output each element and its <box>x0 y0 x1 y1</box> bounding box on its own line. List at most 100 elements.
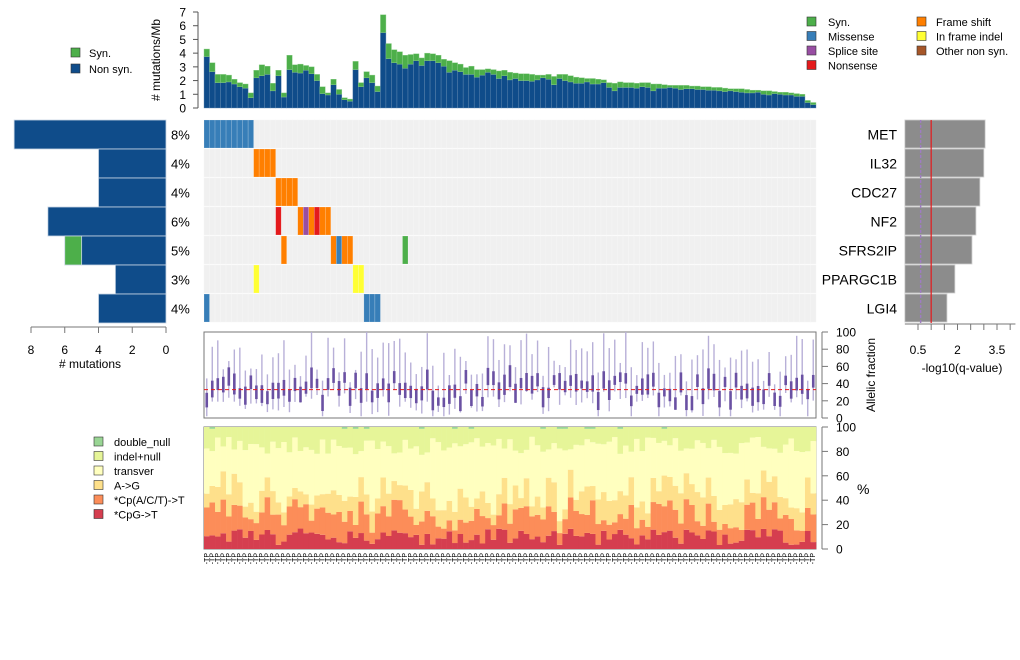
spectrum-segment <box>385 516 392 537</box>
spectrum-segment <box>661 440 668 476</box>
oncoprint-cell <box>440 148 447 178</box>
spectrum-segment <box>567 497 574 529</box>
oncoprint-cell <box>611 264 618 294</box>
oncoprint-cell <box>396 148 403 178</box>
spectrum-segment <box>308 532 315 549</box>
oncoprint-cell <box>214 148 221 178</box>
bar-nonsyn <box>606 87 613 109</box>
oncoprint-cell <box>562 264 569 294</box>
oncoprint-cell <box>330 148 337 178</box>
oncoprint-cell <box>203 235 210 265</box>
spectrum-segment <box>231 504 238 531</box>
spectrum-segment <box>810 427 817 442</box>
bar-syn <box>418 57 425 66</box>
oncoprint-cell <box>551 119 558 149</box>
oncoprint-cell <box>661 148 668 178</box>
sample-label: -TP <box>595 553 602 565</box>
spectrum-segment <box>628 427 635 452</box>
oncoprint-cell <box>788 264 795 294</box>
spectrum-segment <box>474 534 480 549</box>
bar-nonsyn <box>225 81 232 109</box>
oncoprint-cell <box>341 206 348 236</box>
oncoprint-cell <box>600 177 607 207</box>
spectrum-segment <box>551 443 558 483</box>
sample-label: -TP <box>336 553 343 565</box>
spectrum-segment <box>678 427 684 451</box>
spectrum-segment <box>319 507 326 535</box>
bar-syn <box>319 86 326 94</box>
oncoprint-cell <box>286 293 293 323</box>
spectrum-segment <box>253 523 260 540</box>
legend-swatch-syn <box>70 47 81 58</box>
spectrum-segment <box>286 427 293 453</box>
spectrum-segment <box>634 544 640 549</box>
spectrum-segment <box>683 529 690 549</box>
oncoprint-cell <box>622 235 629 265</box>
oncoprint-cell <box>551 264 558 294</box>
oncoprint-cell <box>385 119 392 149</box>
spectrum-segment <box>308 520 315 533</box>
oncoprint-cell <box>540 206 547 236</box>
oncoprint-cell <box>352 206 359 236</box>
qvalue-bar <box>904 235 973 265</box>
spectrum-segment <box>391 481 398 500</box>
oncoprint-cell <box>446 206 453 236</box>
af-box <box>271 382 275 399</box>
oncoprint-cell <box>666 293 673 323</box>
spectrum-segment <box>391 499 398 531</box>
mutation-cell-frameshift <box>253 148 260 178</box>
oncoprint-cell <box>628 235 635 265</box>
spectrum-segment <box>446 500 453 521</box>
af-box <box>387 383 391 403</box>
sample-label: -TP <box>540 553 547 565</box>
oncoprint-cell <box>297 148 304 178</box>
oncoprint-cell <box>722 235 728 265</box>
oncoprint-cell <box>540 264 547 294</box>
oncoprint-cell <box>336 148 343 178</box>
spectrum-segment <box>396 452 403 486</box>
spectrum-segment <box>512 509 519 539</box>
oncoprint-cell <box>694 119 701 149</box>
af-box <box>497 382 501 400</box>
oncoprint-cell <box>567 293 574 323</box>
oncoprint-cell <box>661 206 668 236</box>
af-box <box>789 381 793 399</box>
bar-nonsyn <box>385 58 392 109</box>
oncoprint-cell <box>457 148 464 178</box>
oncoprint-cell <box>777 264 784 294</box>
spectrum-segment <box>314 533 321 549</box>
oncoprint-cell <box>666 119 673 149</box>
spectrum-segment <box>264 530 271 549</box>
bar-nonsyn <box>446 72 453 109</box>
oncoprint-cell <box>236 293 243 323</box>
sample-label: -TP <box>717 553 724 565</box>
oncoprint-cell <box>529 119 536 149</box>
bar-nonsyn <box>479 74 486 109</box>
bar-syn <box>551 76 558 85</box>
spectrum-segment <box>430 516 436 545</box>
bar-nonsyn <box>617 87 624 109</box>
oncoprint-cell <box>247 235 254 265</box>
oncoprint-cell <box>606 235 613 265</box>
oncoprint-cell <box>424 206 431 236</box>
spectrum-segment <box>363 427 370 429</box>
x-tick-label: 8 <box>28 343 35 357</box>
spectrum-segment <box>303 504 310 534</box>
bar-nonsyn <box>468 74 475 109</box>
af-box <box>315 378 319 389</box>
oncoprint-cell <box>545 119 552 149</box>
spectrum-segment <box>700 538 707 549</box>
af-box <box>282 379 286 396</box>
spectrum-segment <box>595 544 602 549</box>
mutation-cell-missense <box>203 119 210 149</box>
spectrum-segment <box>330 490 337 515</box>
spectrum-segment <box>264 477 271 498</box>
oncoprint-cell <box>363 119 370 149</box>
bar-syn <box>804 100 811 103</box>
bar-syn <box>330 78 337 85</box>
spectrum-segment <box>297 451 304 492</box>
bar-syn <box>479 69 486 76</box>
bar-syn <box>606 82 613 88</box>
oncoprint-cell <box>573 148 580 178</box>
